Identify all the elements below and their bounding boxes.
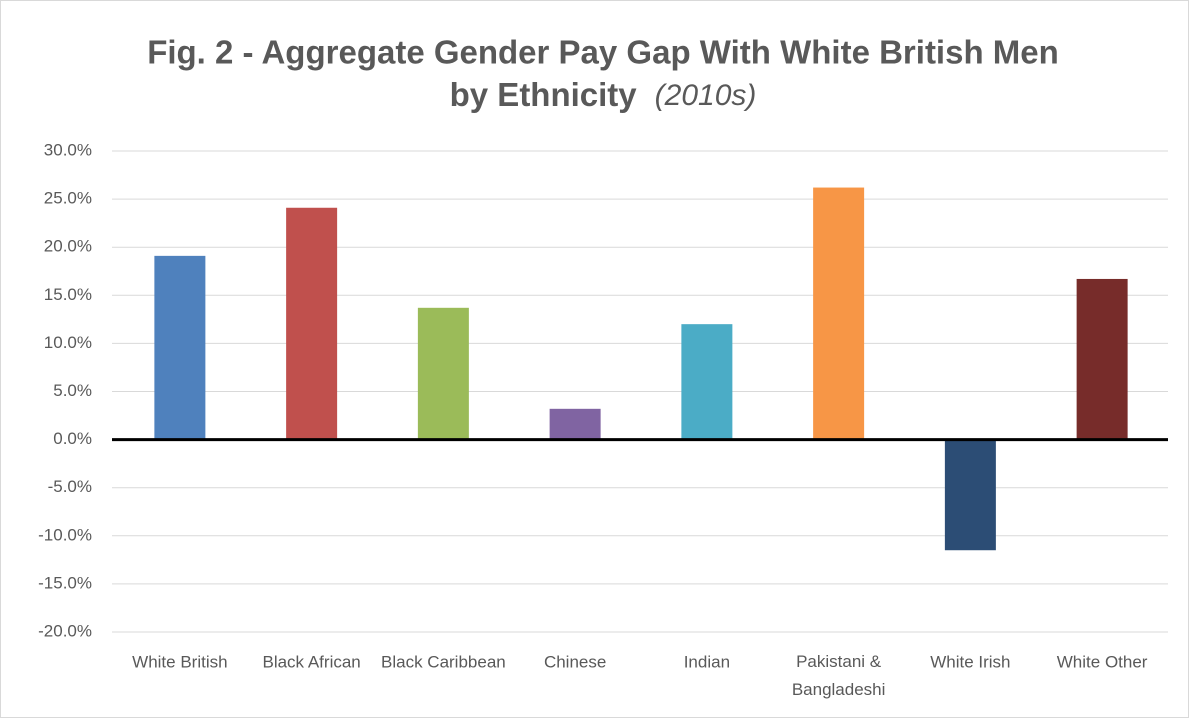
y-tick-label: -20.0% (38, 621, 92, 640)
y-tick-label: 30.0% (44, 140, 92, 159)
y-tick-label: -15.0% (38, 573, 92, 592)
x-tick-label: Black African (262, 652, 360, 671)
x-tick-label: Black Caribbean (381, 652, 506, 671)
chart-title-line2: by Ethnicity (2010s) (450, 76, 757, 113)
y-tick-label: 0.0% (53, 429, 92, 448)
x-tick-label-line: Pakistani & (796, 652, 882, 671)
y-tick-label: 15.0% (44, 285, 92, 304)
bar (944, 439, 996, 551)
chart-subtitle: (2010s) (655, 79, 757, 112)
bar (681, 324, 733, 440)
bar (154, 255, 206, 440)
y-tick-label: 25.0% (44, 189, 92, 208)
chart-title-part: by Ethnicity (450, 76, 638, 113)
y-tick-label: 10.0% (44, 333, 92, 352)
x-tick-label: Pakistani & Bangladeshi (792, 652, 886, 699)
x-tick-label-line: Bangladeshi (792, 680, 886, 699)
x-tick-label: White British (132, 652, 227, 671)
bar (286, 207, 338, 440)
x-tick-label: White Other (1057, 652, 1148, 671)
bar (813, 187, 865, 440)
bar (549, 408, 601, 440)
bar (417, 307, 469, 440)
y-tick-label: -5.0% (48, 477, 92, 496)
y-tick-label: -10.0% (38, 525, 92, 544)
x-tick-label: White Irish (930, 652, 1010, 671)
chart-title: Fig. 2 - Aggregate Gender Pay Gap With W… (147, 34, 1059, 71)
y-tick-label: 20.0% (44, 237, 92, 256)
x-tick-label: Indian (684, 652, 730, 671)
x-tick-label: Chinese (544, 652, 606, 671)
bar (1076, 278, 1128, 440)
y-tick-label: 5.0% (53, 381, 92, 400)
